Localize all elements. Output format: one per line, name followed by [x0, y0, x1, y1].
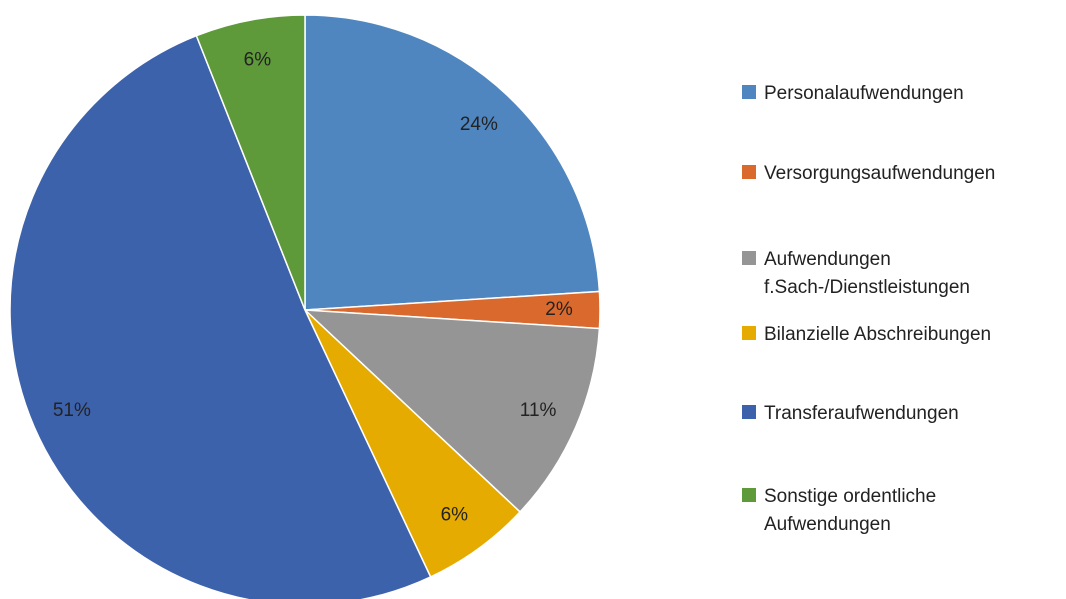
legend-item: Personalaufwendungen: [742, 80, 1064, 108]
legend-swatch: [742, 326, 756, 340]
legend-label: Bilanzielle Abschreibungen: [764, 324, 992, 345]
legend-item: Transferaufwendungen: [742, 400, 1064, 428]
data-label: 6%: [441, 505, 469, 526]
legend-label: Aufwendungen f.Sach-/Dienstleistungen: [764, 249, 970, 298]
data-label: 24%: [460, 114, 498, 135]
legend-item: Versorgungsaufwendungen: [742, 160, 1064, 188]
legend-item: Sonstige ordentliche Aufwendungen: [742, 483, 1064, 539]
data-label: 6%: [244, 50, 272, 71]
data-label: 51%: [53, 400, 91, 421]
legend-item: Bilanzielle Abschreibungen: [742, 321, 1064, 349]
pie-slice: [304, 14, 601, 311]
legend-swatch: [742, 251, 756, 265]
legend-label: Sonstige ordentliche Aufwendungen: [764, 486, 937, 535]
pie-slice: [9, 34, 432, 599]
legend-label: Transferaufwendungen: [764, 403, 959, 424]
legend-item: Aufwendungen f.Sach-/Dienstleistungen: [742, 246, 1064, 302]
legend-label: Versorgungsaufwendungen: [764, 163, 996, 184]
data-label: 11%: [520, 400, 557, 421]
pie-slice: [302, 309, 601, 514]
legend-swatch: [742, 165, 756, 179]
legend-swatch: [742, 85, 756, 99]
data-label: 2%: [545, 299, 573, 320]
legend-label: Personalaufwendungen: [764, 83, 964, 104]
legend-swatch: [742, 405, 756, 419]
pie-slice: [195, 14, 306, 311]
legend-swatch: [742, 488, 756, 502]
